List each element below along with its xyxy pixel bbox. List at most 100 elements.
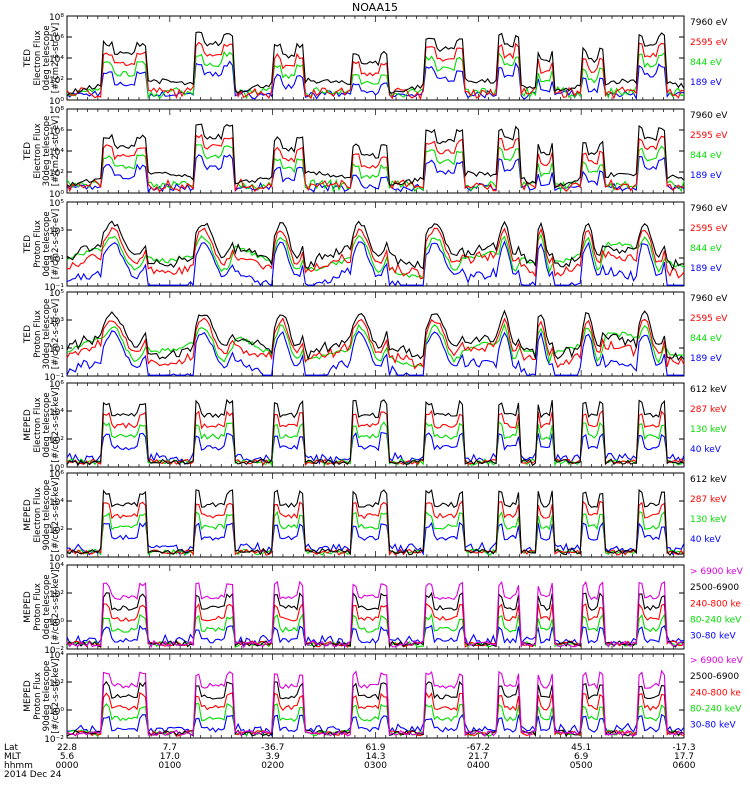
panel-ylabel-line: [#/cm2-s-str-eV]	[51, 209, 61, 279]
y-tick-label: 10²	[49, 526, 64, 536]
panel-ylabel-line: Electron Flux	[33, 123, 43, 178]
trace-black	[66, 398, 685, 467]
trace-green	[66, 510, 685, 556]
panel-ylabel-line: Proton Flux	[33, 220, 43, 268]
y-tick-label: 10⁻¹	[44, 373, 64, 383]
channel-label: 612 keV	[690, 385, 727, 395]
channel-label: 189 eV	[690, 264, 723, 274]
x-tick-mlt: 17.7	[674, 752, 694, 762]
y-tick-label: 10⁴	[49, 498, 64, 508]
y-tick-label: 10⁰	[49, 97, 64, 107]
trace-green	[66, 322, 685, 368]
y-tick-label: 10⁸	[49, 13, 64, 23]
panel-4: 10⁻¹ 10¹ 10³ 10⁵ TED Proton Flux 30deg telesco…	[23, 289, 728, 383]
channel-label: 7960 eV	[690, 18, 728, 28]
panel-ylabel-line: [#/cm2-s-str-keV]	[51, 478, 61, 553]
panel-ylabel-line: 0deg telescope	[42, 25, 52, 90]
channel-label: 7960 eV	[690, 204, 728, 214]
panel-ylabel-line: [#/cm2-s-str-keV]	[51, 570, 61, 645]
x-tick-hhmm: 0300	[364, 761, 387, 771]
channel-label: 189 eV	[690, 78, 723, 88]
panel-3: 10⁻¹ 10¹ 10³ 10⁵ TED Proton Flux 0deg telescop…	[23, 199, 728, 293]
panel-ylabel-line: Proton Flux	[33, 672, 43, 720]
y-tick-label: 10³	[49, 317, 64, 327]
y-tick-label: 10⁶	[49, 380, 64, 390]
y-tick-label: 10¹	[49, 255, 64, 265]
channel-label: 287 keV	[690, 495, 727, 505]
channel-label: 2595 eV	[690, 314, 728, 324]
trace-blue	[66, 60, 685, 101]
x-tick-hhmm: 0000	[56, 761, 79, 771]
channel-label: 40 keV	[690, 445, 722, 455]
x-tick-lat: 7.7	[163, 743, 177, 753]
y-tick-label: 10²	[49, 76, 64, 86]
y-tick-label: 10²	[49, 679, 64, 689]
channel-label: 240-800 ke	[690, 688, 741, 698]
trace-red	[66, 226, 685, 280]
y-tick-label: 10⁴	[49, 562, 64, 572]
y-tick-label: 10⁴	[49, 408, 64, 418]
panel-ylabel-line: Proton Flux	[33, 310, 43, 358]
panel-ylabel-line: Proton Flux	[33, 583, 43, 631]
y-tick-label: 10⁵	[49, 199, 64, 209]
panel-ylabel-line: [#/cm2-s-str-eV]	[51, 23, 61, 93]
y-tick-label: 10⁻¹	[44, 283, 64, 293]
y-tick-label: 10²	[49, 169, 64, 179]
trace-green	[66, 421, 685, 467]
channel-label: 844 eV	[690, 151, 723, 161]
panel-instrument-label: MEPED	[23, 680, 33, 712]
trace-blue	[66, 330, 684, 376]
x-tick-mlt: 14.3	[365, 752, 385, 762]
trace-red	[66, 690, 685, 737]
channel-label: 130 keV	[690, 425, 727, 435]
channel-label: 2500-6900	[690, 672, 739, 682]
channel-label: 7960 eV	[690, 111, 728, 121]
y-tick-label: 10⁸	[49, 106, 64, 116]
y-tick-label: 10⁶	[49, 127, 64, 137]
panel-ylabel-line: 90deg telescope	[42, 661, 52, 732]
channel-label: 844 eV	[690, 244, 723, 254]
x-tick-lat: -67.2	[467, 743, 490, 753]
y-tick-label: 10⁰	[49, 190, 64, 200]
trace-black	[66, 309, 685, 361]
panel-ylabel-line: 0deg telescope	[42, 574, 52, 639]
panel-ylabel-line: [#/cm2-s-str-eV]	[51, 299, 61, 369]
panel-instrument-label: TED	[23, 325, 33, 344]
trace-black	[66, 220, 685, 271]
panel-8: 10⁻² 10⁰ 10² 10⁴ MEPED Proton Flux 90deg teles…	[23, 651, 744, 745]
panel-ylabel-line: [#/cm2-s-str-eV]	[51, 116, 61, 186]
panel-ylabel-line: 0deg telescope	[42, 211, 52, 276]
y-tick-label: 10⁵	[49, 289, 64, 299]
trace-magenta	[66, 669, 685, 737]
x-tick-hhmm: 0400	[467, 761, 490, 771]
panel-7: 10⁻² 10⁰ 10² 10⁴ MEPED Proton Flux 0deg telesc…	[23, 562, 744, 656]
trace-blue	[66, 521, 685, 556]
trace-black	[66, 123, 685, 189]
x-tick-lat: 61.9	[365, 743, 385, 753]
x-row-label: MLT	[4, 752, 22, 762]
y-tick-label: 10²	[49, 590, 64, 600]
x-tick-mlt: 17.0	[160, 752, 180, 762]
chart-title: NOAA15	[352, 1, 398, 14]
channel-label: 844 eV	[690, 58, 723, 68]
channel-label: > 6900 keV	[690, 656, 744, 666]
panel-instrument-label: TED	[23, 142, 33, 161]
x-row-label: hhmm	[4, 761, 33, 771]
channel-label: 612 keV	[690, 475, 727, 485]
channel-label: 2595 eV	[690, 131, 728, 141]
channel-label: 240-800 ke	[690, 599, 741, 609]
panel-frame	[66, 201, 685, 287]
y-tick-label: 10⁴	[49, 55, 64, 65]
channel-label: 844 eV	[690, 334, 723, 344]
x-tick-lat: -17.3	[672, 743, 695, 753]
trace-black	[66, 591, 685, 649]
channel-label: 130 keV	[690, 515, 727, 525]
panel-5: 10⁰ 10² 10⁴ 10⁶ MEPED Electron Flux 0deg teles…	[23, 380, 727, 474]
y-tick-label: 10⁻²	[44, 735, 64, 745]
x-tick-mlt: 21.7	[468, 752, 488, 762]
channel-label: 189 eV	[690, 354, 723, 364]
y-tick-label: 10⁻²	[44, 646, 64, 656]
panel-ylabel-line: [#/cm2-s-str-keV]	[51, 659, 61, 734]
